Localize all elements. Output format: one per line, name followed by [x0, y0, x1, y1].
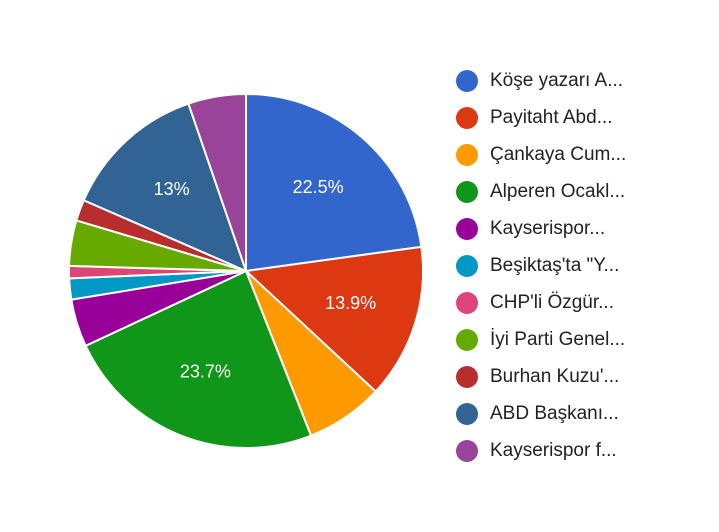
legend-item-7[interactable]: CHP'li Özgür...: [456, 284, 626, 321]
legend-item-1[interactable]: Köşe yazarı A...: [456, 62, 626, 99]
legend-item-9[interactable]: Burhan Kuzu'...: [456, 358, 626, 395]
legend-label: CHP'li Özgür...: [490, 291, 614, 313]
legend-swatch: [456, 439, 478, 462]
legend-item-11[interactable]: Kayserispor f...: [456, 432, 626, 469]
pie-slice-4[interactable]: [84, 269, 313, 449]
legend-label: Çankaya Cum...: [490, 143, 627, 165]
legend-swatch: [456, 180, 478, 203]
legend-label: Payitaht Abd...: [490, 106, 613, 128]
legend-label: Kayserispor f...: [490, 439, 617, 461]
legend-item-2[interactable]: Payitaht Abd...: [456, 99, 626, 136]
legend-item-3[interactable]: Çankaya Cum...: [456, 136, 626, 173]
pie-slice-10[interactable]: [82, 102, 248, 273]
pie-slice-11[interactable]: [187, 92, 247, 272]
legend-item-10[interactable]: ABD Başkanı...: [456, 395, 626, 432]
legend-label: Köşe yazarı A...: [490, 69, 624, 91]
legend-swatch: [456, 254, 478, 277]
slice-value-label-10: 13%: [154, 179, 190, 199]
slice-value-label-2: 13.9%: [325, 293, 376, 313]
legend-item-6[interactable]: Beşiktaş'ta "Y...: [456, 247, 626, 284]
legend-label: Alperen Ocakl...: [490, 180, 626, 202]
legend-swatch: [456, 106, 478, 129]
legend-item-8[interactable]: İyi Parti Genel...: [456, 321, 626, 358]
legend-swatch: [456, 217, 478, 240]
chart-legend: Köşe yazarı A... Payitaht Abd... Çankaya C…: [456, 62, 626, 469]
legend-swatch: [456, 69, 478, 92]
legend-label: Burhan Kuzu'...: [490, 365, 620, 387]
legend-swatch: [456, 402, 478, 425]
legend-swatch: [456, 143, 478, 166]
legend-swatch: [456, 291, 478, 314]
legend-label: İyi Parti Genel...: [490, 328, 626, 350]
slice-value-label-1: 22.5%: [293, 177, 344, 197]
legend-label: Beşiktaş'ta "Y...: [490, 254, 620, 276]
pie-slice-1[interactable]: [245, 92, 423, 273]
pie-slice-2[interactable]: [243, 245, 424, 393]
slice-value-label-4: 23.7%: [180, 362, 231, 382]
legend-item-5[interactable]: Kayserispor...: [456, 210, 626, 247]
legend-item-4[interactable]: Alperen Ocakl...: [456, 173, 626, 210]
legend-swatch: [456, 365, 478, 388]
legend-label: Kayserispor...: [490, 217, 606, 239]
legend-label: ABD Başkanı...: [490, 402, 619, 424]
legend-swatch: [456, 328, 478, 351]
